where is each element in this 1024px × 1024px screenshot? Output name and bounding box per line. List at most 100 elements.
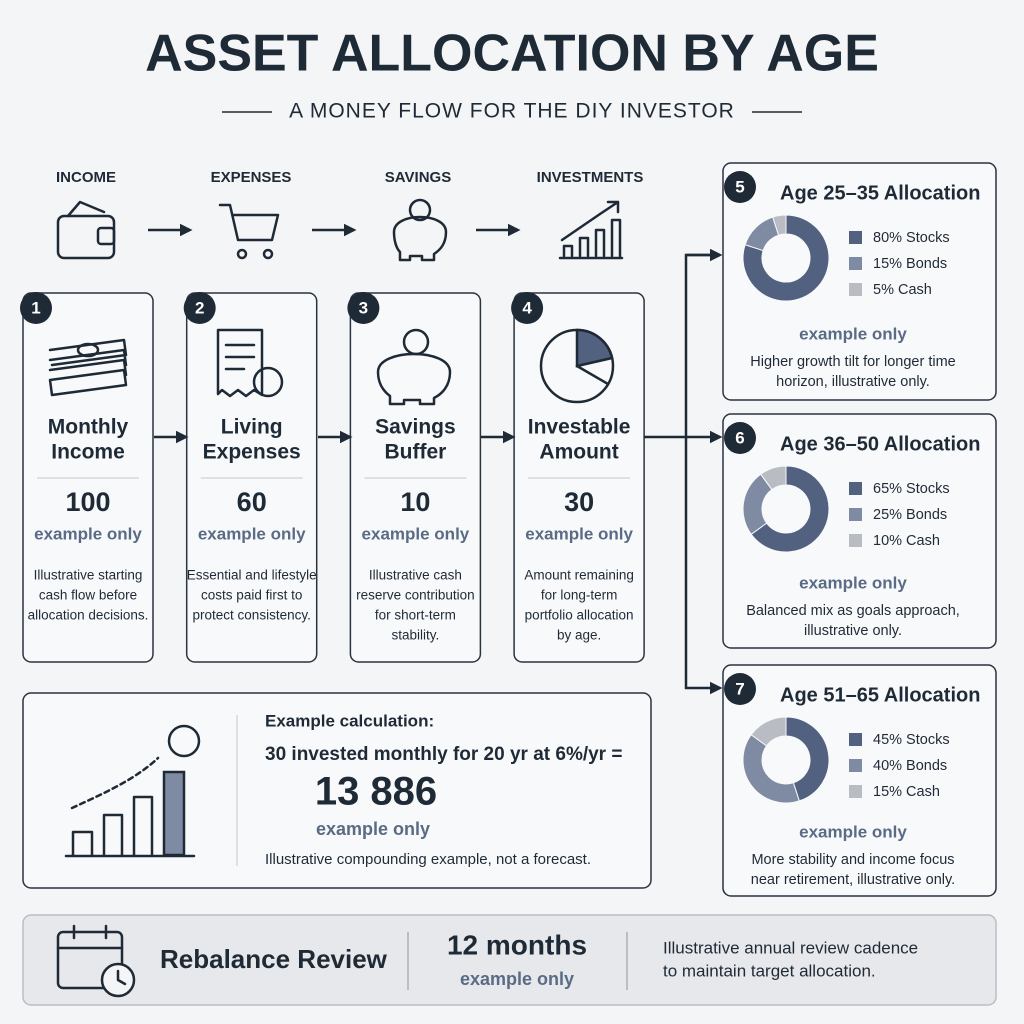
legend-swatch: [849, 759, 862, 772]
review-period: 12 months: [447, 929, 587, 960]
step-title: Savings: [375, 416, 456, 439]
step-description: Essential and lifestyle: [187, 568, 317, 583]
flow-icons: [56, 198, 624, 262]
calc-heading: Example calculation:: [265, 711, 434, 730]
allocation-description: More stability and income focus: [751, 852, 954, 868]
badge-number: 7: [735, 679, 744, 698]
badge-number: 4: [522, 298, 532, 317]
step-description: Amount remaining: [524, 568, 634, 583]
step-description: stability.: [392, 628, 440, 643]
step-description: for long-term: [541, 588, 618, 603]
legend-label: 15% Bonds: [873, 256, 947, 272]
step-title: Investable: [528, 416, 631, 439]
badge: [724, 171, 756, 203]
flow-label: INCOME: [56, 169, 116, 186]
badge-number: 6: [735, 428, 744, 447]
calc-result: 13 886: [315, 770, 437, 814]
donut-segment: [750, 465, 830, 553]
allocation-description: Higher growth tilt for longer time: [750, 354, 956, 370]
step-description: for short-term: [375, 608, 456, 623]
legend-label: 25% Bonds: [873, 507, 947, 523]
badge: [20, 292, 52, 324]
donut-segment: [760, 465, 787, 491]
allocation-note: example only: [799, 573, 907, 592]
badge-number: 5: [735, 177, 744, 196]
allocation-description: Balanced mix as goals approach,: [746, 603, 960, 619]
legend-swatch: [849, 283, 862, 296]
step-note: example only: [198, 524, 306, 543]
legend-swatch: [849, 482, 862, 495]
legend-label: 65% Stocks: [873, 481, 950, 497]
badge: [347, 292, 380, 324]
donut-segment: [750, 716, 787, 747]
donut-segment: [742, 214, 830, 302]
badge: [724, 422, 756, 454]
legend-swatch: [849, 508, 862, 521]
step-amount: 30: [564, 487, 594, 517]
badge-number: 2: [195, 298, 204, 317]
step-description: by age.: [557, 628, 601, 643]
legend-label: 15% Cash: [873, 784, 940, 800]
calc-formula: 30 invested monthly for 20 yr at 6%/yr =: [265, 744, 622, 765]
badge-number: 3: [359, 298, 368, 317]
legend-label: 45% Stocks: [873, 732, 950, 748]
legend-label: 80% Stocks: [873, 230, 950, 246]
calc-caption: Illustrative compounding example, not a …: [265, 851, 591, 868]
calc-note: example only: [316, 819, 430, 839]
step-title: Expenses: [203, 441, 301, 464]
legend-label: 10% Cash: [873, 533, 940, 549]
step-amount: 100: [65, 487, 110, 517]
allocation-note: example only: [799, 822, 907, 841]
review-note: example only: [460, 969, 574, 989]
badge: [511, 292, 544, 324]
allocation-description: horizon, illustrative only.: [776, 374, 930, 390]
review-title: Rebalance Review: [160, 944, 388, 974]
legend-swatch: [849, 534, 862, 547]
legend-label: 5% Cash: [873, 282, 932, 298]
allocation-title: Age 51–65 Allocation: [780, 684, 980, 706]
allocation-title: Age 25–35 Allocation: [780, 182, 980, 204]
step-description: portfolio allocation: [525, 608, 634, 623]
allocation-note: example only: [799, 324, 907, 343]
legend-label: 40% Bonds: [873, 758, 947, 774]
step-description: reserve contribution: [356, 588, 475, 603]
review-description: to maintain target allocation.: [663, 961, 876, 980]
step-title: Amount: [539, 441, 618, 464]
step-title: Buffer: [384, 441, 446, 464]
flow-label: EXPENSES: [211, 169, 292, 186]
step-description: Illustrative cash: [369, 568, 462, 583]
connectors: [154, 248, 723, 695]
allocation-description: illustrative only.: [804, 623, 902, 639]
card-icons: [48, 328, 615, 998]
donut-segment: [742, 734, 800, 804]
flow-label: SAVINGS: [385, 169, 451, 186]
legend-swatch: [849, 231, 862, 244]
review-description: Illustrative annual review cadence: [663, 938, 918, 957]
donut-segment: [772, 214, 787, 236]
legend-swatch: [849, 733, 862, 746]
badge: [183, 292, 216, 324]
allocation-title: Age 36–50 Allocation: [780, 433, 980, 455]
flow-label: INVESTMENTS: [537, 169, 644, 186]
step-description: cash flow before: [39, 588, 137, 603]
step-note: example only: [34, 524, 142, 543]
title: ASSET ALLOCATION BY AGE: [145, 25, 879, 83]
step-description: allocation decisions.: [28, 608, 149, 623]
step-amount: 60: [237, 487, 267, 517]
step-note: example only: [362, 524, 470, 543]
step-description: costs paid first to: [201, 588, 302, 603]
subtitle: A MONEY FLOW FOR THE DIY INVESTOR: [289, 100, 735, 123]
step-note: example only: [525, 524, 633, 543]
legend-swatch: [849, 785, 862, 798]
allocation-description: near retirement, illustrative only.: [751, 872, 955, 888]
badge: [724, 673, 756, 705]
review-bar: [22, 914, 997, 1006]
step-title: Income: [51, 441, 125, 464]
step-description: Illustrative starting: [34, 568, 143, 583]
step-description: protect consistency.: [193, 608, 311, 623]
step-title: Monthly: [48, 416, 129, 439]
legend-swatch: [849, 257, 862, 270]
step-title: Living: [221, 416, 283, 439]
step-amount: 10: [400, 487, 430, 517]
